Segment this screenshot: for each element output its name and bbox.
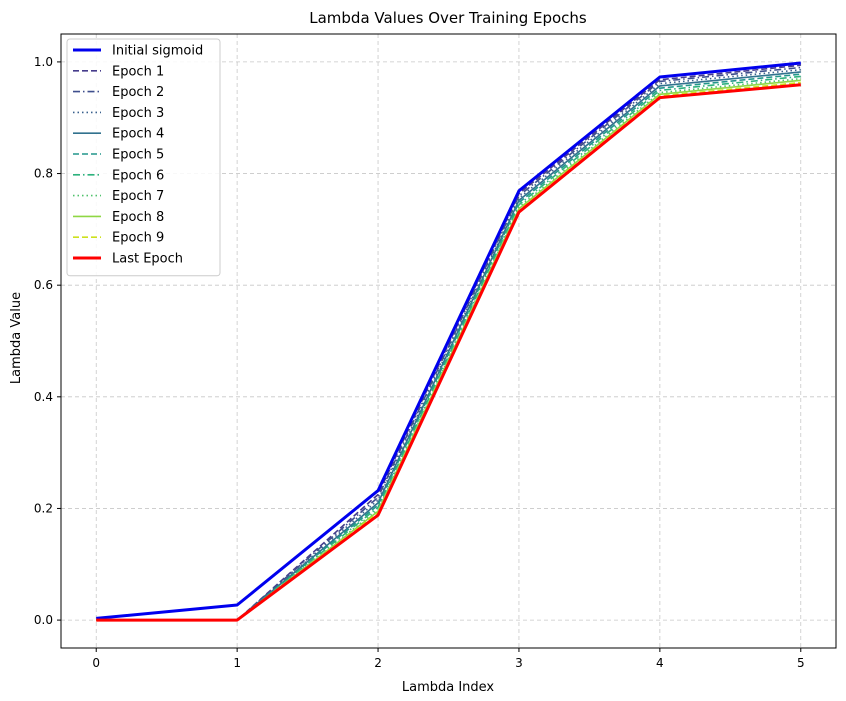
legend-label: Epoch 1 bbox=[112, 64, 164, 79]
x-axis-label: Lambda Index bbox=[402, 680, 495, 695]
y-tick-label: 0.0 bbox=[34, 613, 53, 627]
legend-label: Epoch 6 bbox=[112, 168, 164, 183]
x-tick-label: 4 bbox=[656, 656, 664, 670]
legend-label: Epoch 2 bbox=[112, 85, 164, 100]
axis-ticks: 0 1 2 3 4 5 0.0 0.2 0.4 0.6 0.8 1.0 bbox=[34, 55, 805, 670]
x-tick-label: 5 bbox=[797, 656, 805, 670]
x-tick-label: 0 bbox=[92, 656, 100, 670]
chart-title: Lambda Values Over Training Epochs bbox=[309, 9, 587, 27]
y-tick-label: 0.4 bbox=[34, 390, 53, 404]
legend-label: Epoch 4 bbox=[112, 127, 164, 142]
x-tick-label: 2 bbox=[374, 656, 382, 670]
plot-frame bbox=[60, 33, 837, 649]
series-lines bbox=[96, 61, 801, 622]
y-tick-label: 1.0 bbox=[34, 55, 53, 69]
y-tick-label: 0.8 bbox=[34, 167, 53, 181]
legend-label: Epoch 8 bbox=[112, 210, 164, 225]
x-tick-label: 1 bbox=[233, 656, 241, 670]
legend-label: Epoch 7 bbox=[112, 189, 164, 204]
series-line-last-epoch bbox=[96, 83, 801, 622]
legend-label: Epoch 9 bbox=[112, 231, 164, 246]
y-tick-label: 0.2 bbox=[34, 501, 53, 515]
legend-label: Epoch 5 bbox=[112, 148, 164, 163]
legend-label: Initial sigmoid bbox=[112, 44, 203, 59]
x-tick-label: 3 bbox=[515, 656, 523, 670]
legend-box bbox=[66, 38, 221, 277]
legend-label: Last Epoch bbox=[112, 252, 183, 267]
y-tick-label: 0.6 bbox=[34, 278, 53, 292]
legend-label: Epoch 3 bbox=[112, 106, 164, 121]
y-axis-label: Lambda Value bbox=[9, 292, 24, 384]
legend: Initial sigmoid Epoch 1 Epoch 2 Epoch 3 Epoc… bbox=[66, 38, 221, 277]
series-line-initial-sigmoid bbox=[96, 61, 801, 620]
